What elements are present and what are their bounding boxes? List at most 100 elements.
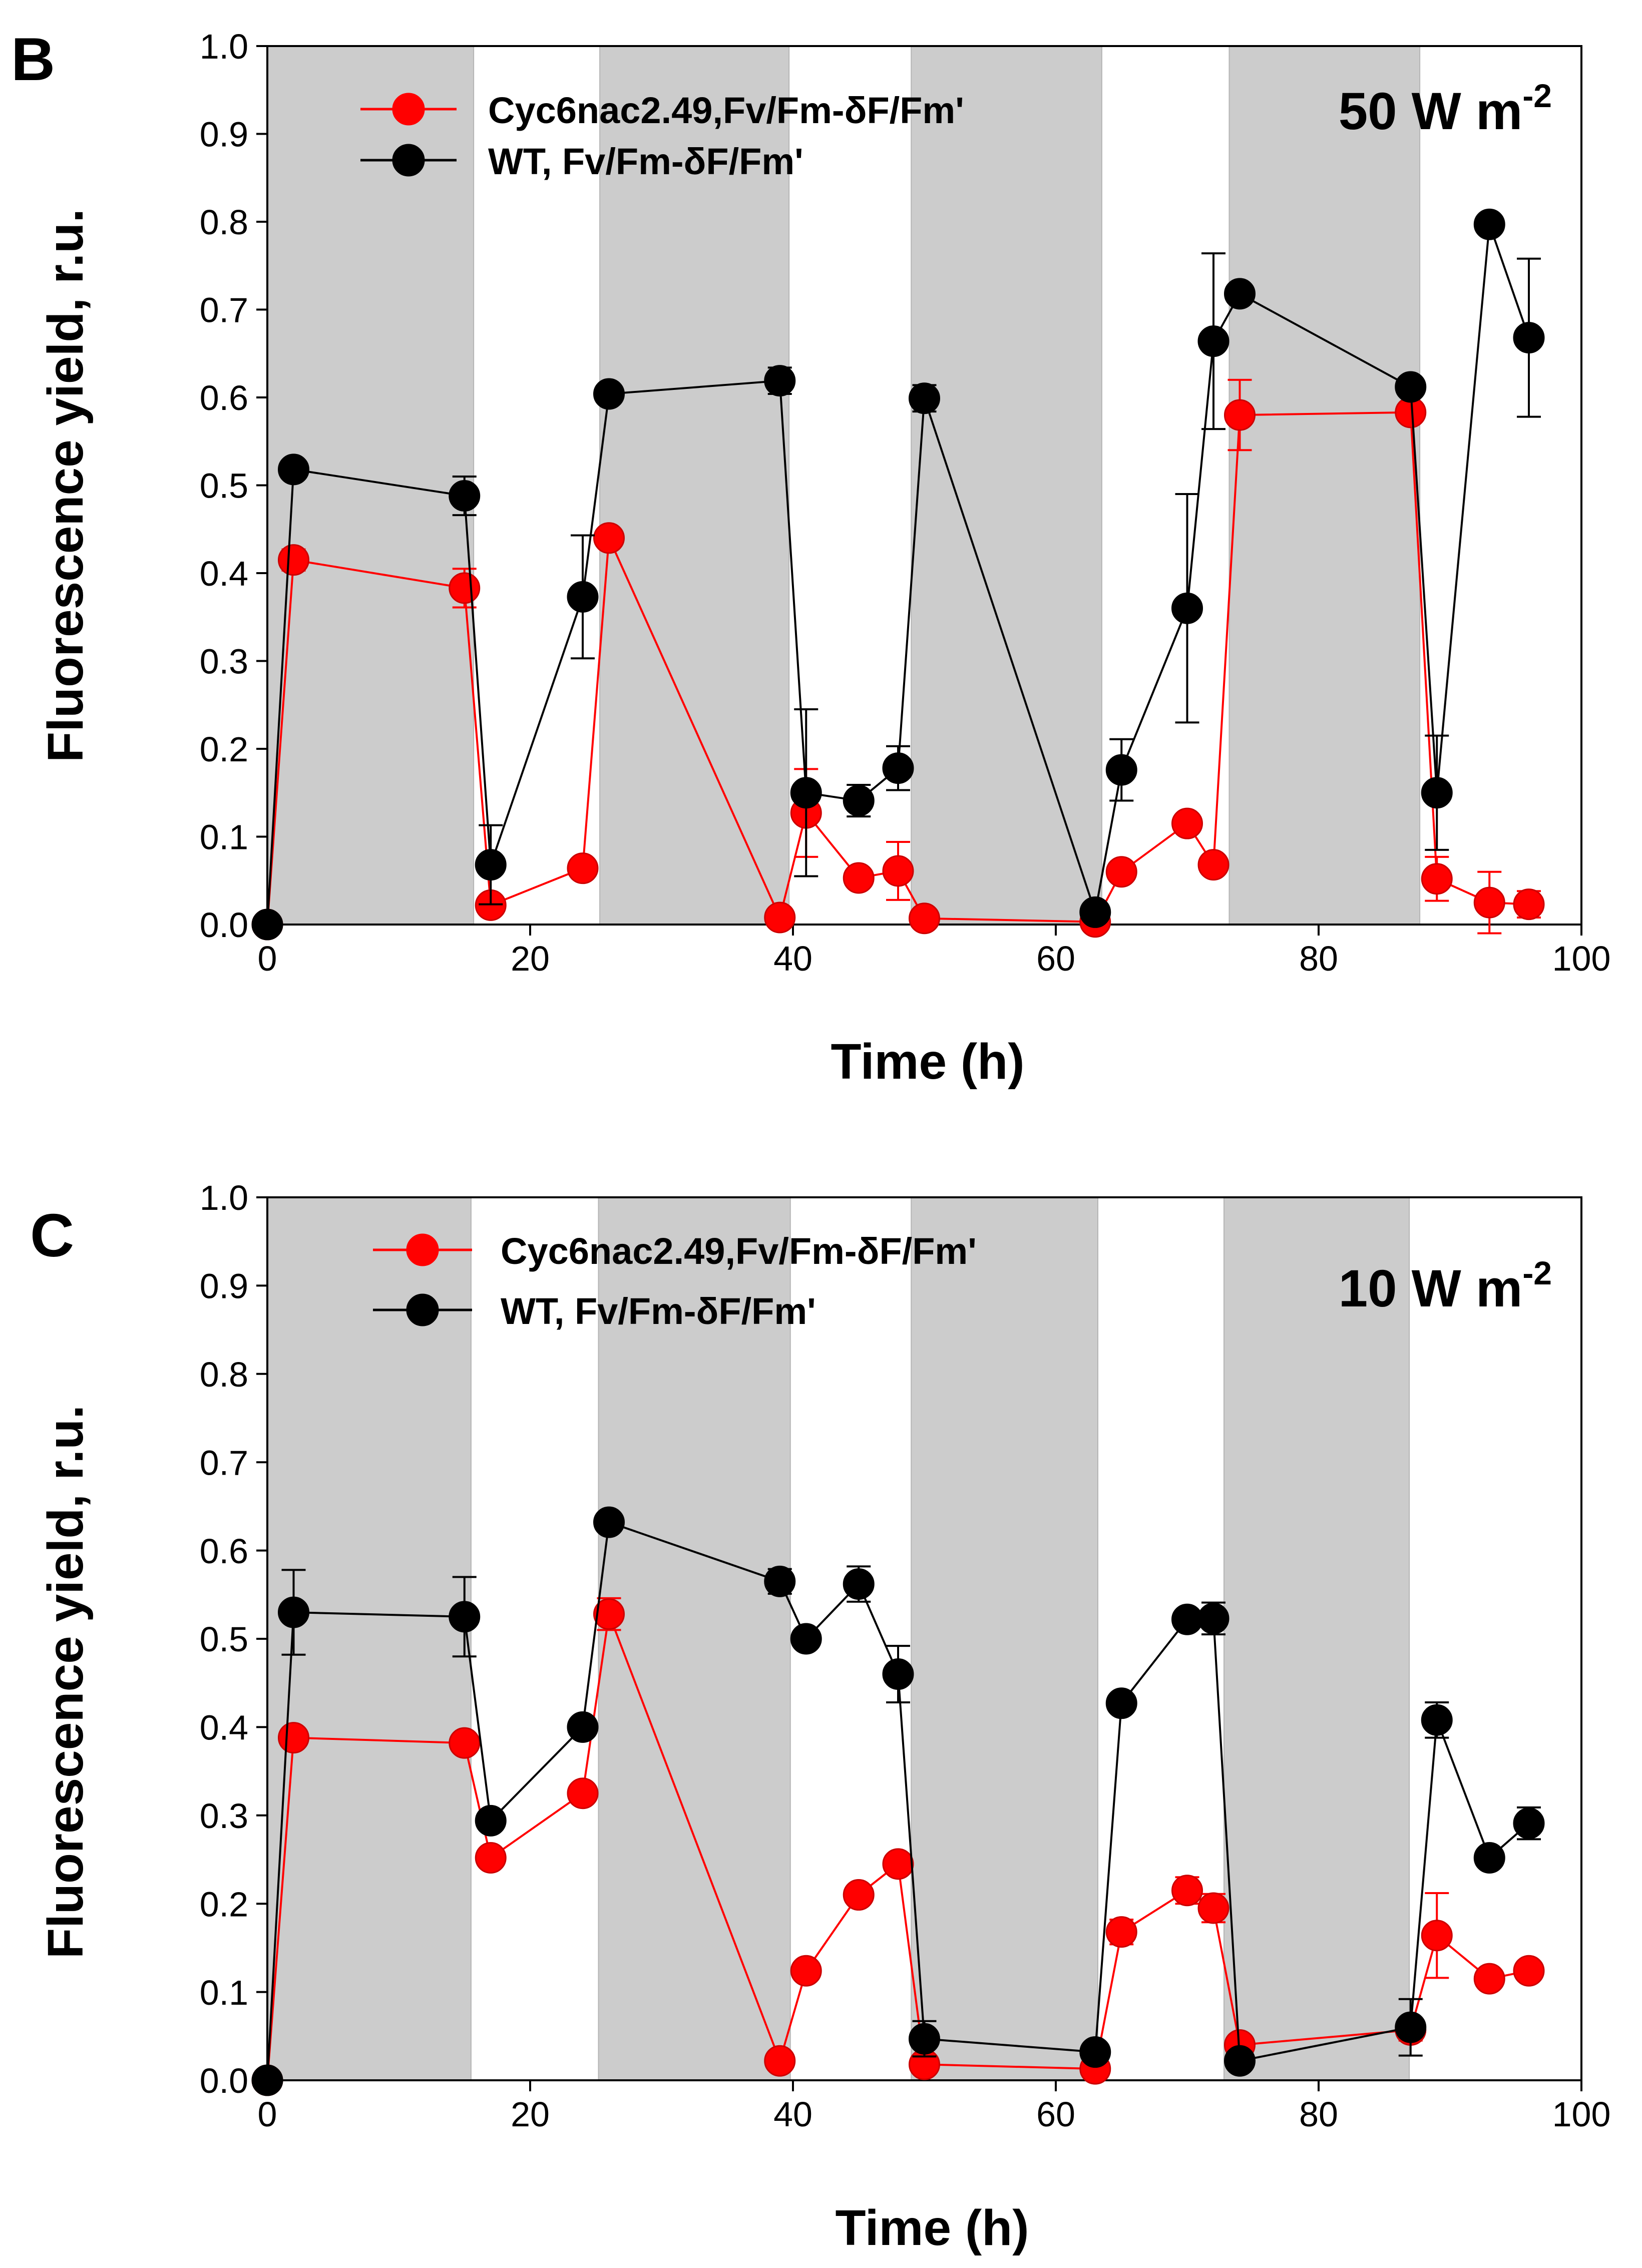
- data-point: [1171, 592, 1203, 624]
- series-line: [266, 1521, 1530, 2081]
- x-tick-label: 80: [1299, 939, 1338, 978]
- annotation-sup: -2: [1522, 1254, 1552, 1291]
- data-point: [1473, 1963, 1505, 1995]
- annotation-main: 10 W m: [1339, 1259, 1523, 1318]
- data-point: [909, 382, 940, 414]
- dark-period-band: [911, 1197, 1098, 2081]
- data-point: [251, 2064, 283, 2096]
- x-tick-label: 80: [1299, 2095, 1338, 2134]
- data-point: [1513, 1807, 1545, 1840]
- dark-period-band: [1228, 46, 1421, 925]
- legend-marker-cyc6nac: [406, 1233, 439, 1266]
- legend-marker-wt: [406, 1293, 439, 1326]
- data-point: [1421, 1920, 1453, 1952]
- y-tick-label: 0.1: [200, 818, 248, 857]
- data-point: [1171, 1603, 1203, 1635]
- panel-label: B: [11, 25, 55, 93]
- data-point: [882, 752, 914, 784]
- data-point: [1171, 807, 1203, 839]
- dark-period-band: [267, 1197, 472, 2081]
- data-point: [1105, 1687, 1137, 1719]
- data-point: [1421, 863, 1453, 895]
- y-tick-label: 0.5: [200, 467, 248, 506]
- y-tick-label: 0.2: [200, 1885, 248, 1924]
- data-point: [593, 1506, 625, 1538]
- dark-period-band: [1223, 1197, 1410, 2081]
- data-point: [1395, 2011, 1427, 2043]
- y-tick-label: 0.5: [200, 1620, 248, 1659]
- y-tick-label: 0.3: [200, 1796, 248, 1836]
- legend: Cyc6nac2.49,Fv/Fm-δF/Fm' WT, Fv/Fm-δF/Fm…: [373, 1230, 977, 1332]
- data-point: [1171, 1875, 1203, 1907]
- data-point: [1197, 849, 1229, 881]
- data-point: [882, 1848, 914, 1880]
- data-point: [909, 2023, 940, 2055]
- x-tick-label: 20: [511, 939, 550, 978]
- data-point: [278, 453, 309, 486]
- data-point: [764, 1565, 796, 1597]
- y-tick-label: 0.4: [200, 1708, 248, 1747]
- y-tick-label: 0.9: [200, 1267, 248, 1306]
- data-point: [251, 909, 283, 941]
- data-point: [1105, 1916, 1137, 1948]
- y-tick-label: 0.8: [200, 203, 248, 242]
- data-point: [1079, 2036, 1111, 2068]
- data-point: [764, 365, 796, 397]
- data-point: [1224, 278, 1256, 310]
- data-point: [764, 2045, 796, 2077]
- annotation-sup: -2: [1522, 77, 1552, 114]
- data-point: [278, 544, 309, 576]
- data-point: [1105, 856, 1137, 888]
- data-point: [1473, 208, 1505, 240]
- data-point: [567, 581, 599, 613]
- x-tick-label: 0: [258, 2095, 277, 2134]
- data-point: [1473, 1842, 1505, 1874]
- x-tick-label: 100: [1552, 2095, 1611, 2134]
- x-tick-label: 0: [258, 939, 277, 978]
- data-point: [1421, 777, 1453, 809]
- dark-period-band: [267, 46, 475, 925]
- data-point: [278, 1596, 309, 1628]
- data-point: [593, 522, 625, 554]
- data-point: [449, 572, 481, 604]
- y-tick-label: 1.0: [200, 1178, 248, 1217]
- data-point: [843, 862, 875, 894]
- legend-label-cyc6nac: Cyc6nac2.49,Fv/Fm-δF/Fm': [488, 90, 964, 131]
- data-point: [790, 1623, 822, 1655]
- data-point: [790, 1955, 822, 1987]
- series-wt: [251, 208, 1545, 941]
- data-point: [1197, 1602, 1229, 1634]
- y-tick-label: 0.7: [200, 291, 248, 330]
- y-tick-label: 0.2: [200, 730, 248, 769]
- legend: Cyc6nac2.49,Fv/Fm-δF/Fm' WT, Fv/Fm-δF/Fm…: [360, 90, 964, 182]
- data-point: [1224, 2045, 1256, 2077]
- y-tick-label: 1.0: [200, 27, 248, 66]
- legend-label-cyc6nac: Cyc6nac2.49,Fv/Fm-δF/Fm': [501, 1230, 977, 1272]
- y-tick-label: 0.1: [200, 1973, 248, 2012]
- y-axis-title: Fluorescence yield, r.u.: [38, 209, 94, 762]
- data-point: [1513, 888, 1545, 921]
- data-point: [1513, 322, 1545, 354]
- y-tick-label: 0.6: [200, 1532, 248, 1571]
- data-point: [1513, 1955, 1545, 1987]
- x-tick-label: 40: [773, 939, 812, 978]
- panel-b: 0.0 0.1 0.2 0.3 0.4 0.5 0.6 0.7 0.8 0.9 1.0 0 20 40 60…: [11, 25, 1610, 1090]
- data-point: [475, 849, 507, 881]
- annotation-main: 50 W m: [1339, 82, 1523, 141]
- series-line: [266, 224, 1530, 925]
- data-point: [1473, 886, 1505, 919]
- y-tick-label: 0.3: [200, 642, 248, 681]
- legend-label-wt: WT, Fv/Fm-δF/Fm': [501, 1290, 816, 1332]
- plot-area: 0.0 0.1 0.2 0.3 0.4 0.5 0.6 0.7 0.8 0.9 1.0 0 20 40 60…: [200, 27, 1611, 978]
- x-tick-label: 40: [773, 2095, 812, 2134]
- data-point: [1105, 754, 1137, 786]
- data-point: [278, 1722, 309, 1754]
- plot-area: 0.0 0.1 0.2 0.3 0.4 0.5 0.6 0.7 0.8 0.9 1.0 0 20 40 60…: [200, 1178, 1611, 2134]
- x-tick-label: 60: [1036, 2095, 1075, 2134]
- panel-c: 0.0 0.1 0.2 0.3 0.4 0.5 0.6 0.7 0.8 0.9 1.0 0 20 40 60…: [30, 1178, 1610, 2256]
- legend-marker-cyc6nac: [392, 93, 425, 126]
- data-point: [593, 378, 625, 410]
- data-point: [882, 855, 914, 887]
- data-point: [1197, 1892, 1229, 1924]
- y-tick-label: 0.0: [200, 905, 248, 945]
